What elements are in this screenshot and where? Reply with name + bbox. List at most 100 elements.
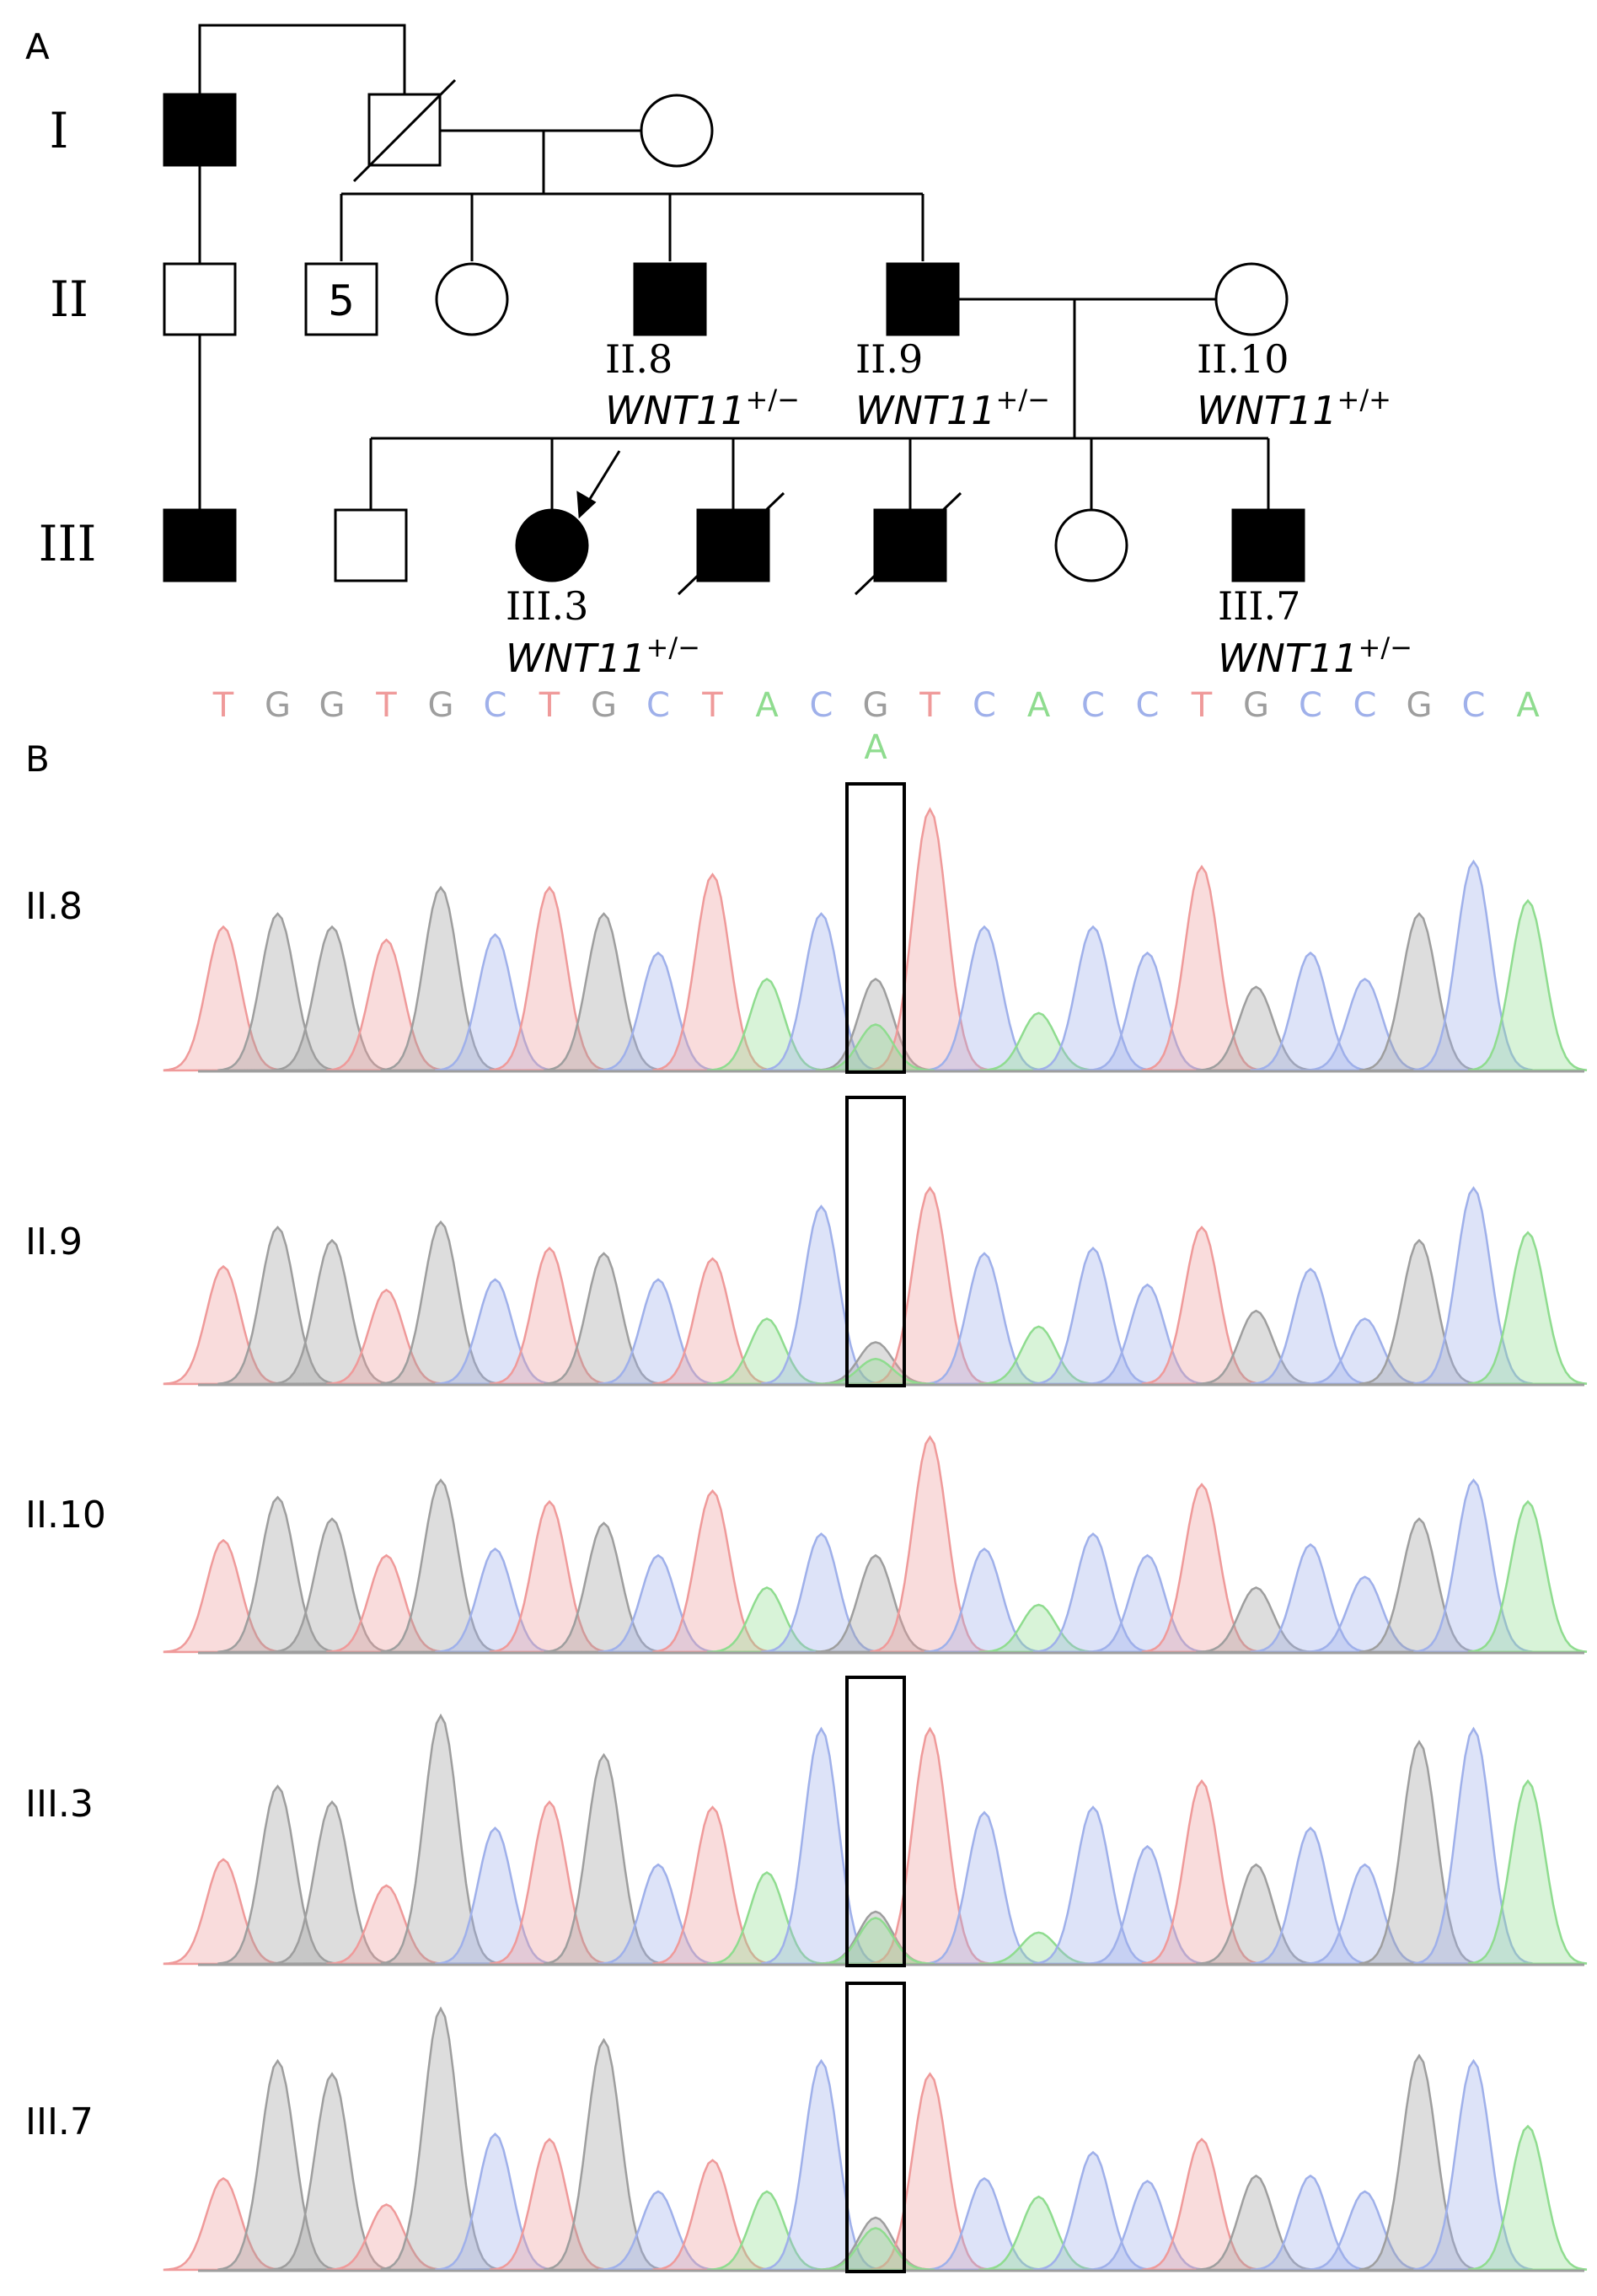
peak-A <box>1467 899 1588 1072</box>
peak-G <box>544 1752 663 1966</box>
peak-C <box>924 1548 1044 1654</box>
peak-C <box>761 1726 881 1966</box>
label-ii-8-genotype: WNT11+/− <box>605 384 800 433</box>
peak-C <box>1087 951 1207 1072</box>
peak-G <box>271 1517 392 1654</box>
peak-G <box>380 2006 501 2272</box>
peak-C <box>761 912 881 1072</box>
peak-T <box>652 1257 772 1386</box>
label-ii-9-id: II.9 <box>855 336 923 382</box>
label-ii-8-id: II.8 <box>605 336 673 382</box>
peak-G <box>1196 1863 1316 1966</box>
sequence-base-18: C <box>1136 686 1160 725</box>
peak-T <box>326 2203 446 2272</box>
peak-T <box>1141 1483 1262 1654</box>
peak-G <box>1359 2053 1479 2272</box>
deceased-slash-i-2 <box>352 78 457 183</box>
peak-G <box>1359 1238 1479 1386</box>
peak-G <box>1196 985 1316 1072</box>
chromatogram-row: II.10 <box>25 1435 1588 1655</box>
deceased-slash-iii-4 <box>677 491 785 596</box>
variant-peak-A <box>815 1357 935 1386</box>
sequence-base-13: G <box>863 686 889 725</box>
individual-iii-1-affected-male <box>163 508 237 582</box>
peak-G <box>815 1553 935 1654</box>
variant-highlight-box <box>845 1982 906 2273</box>
sequence-base-16: A <box>1027 686 1051 725</box>
peak-T <box>163 1264 283 1386</box>
peak-C <box>1250 951 1370 1072</box>
peak-C <box>1305 1317 1424 1386</box>
peak-C <box>598 1553 718 1654</box>
peak-A <box>1467 2124 1588 2272</box>
peak-T <box>652 2159 772 2272</box>
variant-peak-A <box>815 1023 935 1072</box>
peak-T <box>163 2177 283 2272</box>
label-iii-7-id: III.7 <box>1218 583 1300 629</box>
sibship-drops-gen-iii <box>369 438 1270 510</box>
peak-G <box>217 1495 337 1654</box>
sequence-base-14: T <box>919 686 941 725</box>
peak-C <box>1250 1827 1370 1966</box>
peak-C <box>598 951 718 1072</box>
peak-G <box>217 912 337 1072</box>
individual-ii-1-male <box>163 262 237 336</box>
sibship-drops-gen-ii <box>340 194 924 261</box>
peak-G <box>1359 912 1479 1072</box>
variant-base-label: A <box>864 728 887 767</box>
peak-C <box>1087 1844 1207 1966</box>
peak-C <box>1087 1283 1207 1386</box>
label-iii-3-genotype: WNT11+/− <box>506 631 700 681</box>
peak-G <box>271 1800 392 1966</box>
peak-T <box>1141 2138 1262 2272</box>
individual-ii-8-affected-male <box>633 262 707 336</box>
generation-label-iii: III <box>39 515 97 572</box>
sample-label: II.10 <box>25 1494 106 1537</box>
peak-G <box>1359 1517 1479 1654</box>
peak-G <box>271 925 392 1072</box>
peak-G <box>380 1713 501 1966</box>
peak-G <box>544 1521 663 1654</box>
peak-C <box>1305 1575 1424 1654</box>
peak-C <box>1305 978 1424 1072</box>
peak-T <box>163 1858 283 1966</box>
peak-C <box>1305 2190 1424 2272</box>
proband-arrow-icon <box>576 491 597 519</box>
peak-C <box>1032 1805 1153 1966</box>
peak-C <box>924 2177 1044 2272</box>
peak-T <box>870 1186 989 1386</box>
peak-C <box>1250 2174 1370 2272</box>
carrier-labels: II.8 WNT11+/− II.9 WNT11+/− II.10 WNT11+… <box>506 336 1412 681</box>
individual-iii-2-male <box>334 508 408 582</box>
peak-A <box>706 1317 827 1386</box>
proband-arrow-line <box>584 450 621 507</box>
sequence-base-9: C <box>646 686 670 725</box>
peak-C <box>761 1204 881 1386</box>
sample-label: II.9 <box>25 1220 83 1263</box>
generation-label-ii: II <box>50 271 88 328</box>
individual-ii-10-female <box>1214 262 1289 336</box>
peak-G <box>217 2058 337 2272</box>
individual-i-3-female <box>640 94 714 168</box>
individual-i-1-affected-male <box>163 93 237 167</box>
peak-C <box>435 1278 555 1386</box>
sample-label: III.3 <box>25 1783 94 1826</box>
peak-C <box>435 2132 555 2272</box>
peak-T <box>326 1553 446 1654</box>
individual-ii-9-affected-male <box>886 262 960 336</box>
peak-T <box>652 872 772 1072</box>
peak-G <box>544 1252 663 1386</box>
sequence-base-15: C <box>973 686 996 725</box>
peak-A <box>1467 1231 1588 1386</box>
sequence-base-20: G <box>1243 686 1269 725</box>
sequence-base-5: G <box>428 686 454 725</box>
peak-A <box>978 1325 1098 1386</box>
peak-C <box>1413 1478 1533 1654</box>
peak-C <box>761 1532 881 1654</box>
peak-A <box>1467 1778 1588 1966</box>
peak-T <box>489 1800 609 1966</box>
peak-T <box>163 1538 283 1654</box>
peak-T <box>489 885 609 1072</box>
peak-A <box>706 978 827 1072</box>
